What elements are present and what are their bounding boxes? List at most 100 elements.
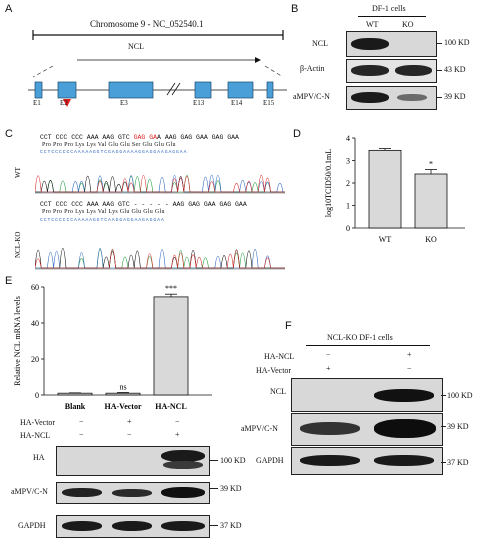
- significance-label: *: [429, 160, 433, 169]
- significance-label: ***: [165, 284, 177, 293]
- exon-label: E14: [231, 99, 243, 107]
- blot-row-label: GAPDH: [18, 521, 46, 530]
- exon-label: E3: [120, 99, 128, 107]
- y-tick-label: 0: [346, 224, 350, 233]
- blot-strip-ncl: [291, 378, 443, 412]
- blot-row-label: NCL: [312, 39, 328, 48]
- chromosome-label: Chromosome 9 - NC_052540.1: [88, 19, 206, 29]
- y-tick-label: 60: [31, 283, 39, 292]
- wt-sequence: CCT CCC CCC AAA AAG GTC GAG GAA AAG GAG …: [40, 134, 239, 141]
- panel-label-c: C: [5, 128, 13, 140]
- exon-e13: [194, 81, 212, 99]
- condition-mark: −: [127, 430, 132, 439]
- y-tick-label: 2: [346, 179, 350, 188]
- bar: [368, 149, 402, 229]
- mw-marker: 39 KD: [444, 92, 466, 101]
- chart-d: 0 1 2 3 4 log10TCID50/0.1mL WT * KO: [324, 134, 465, 244]
- condition-mark: −: [407, 364, 412, 373]
- lane-label-wt: WT: [366, 20, 379, 29]
- exon-e15: [266, 81, 274, 99]
- panel-label-a: A: [5, 3, 13, 15]
- bar: [153, 296, 189, 396]
- condition-mark: +: [175, 430, 180, 439]
- lane-label-ko: KO: [402, 20, 414, 29]
- x-tick-label: WT: [379, 235, 392, 244]
- blot-strip-actin: [346, 59, 437, 83]
- panel-label-e: E: [5, 275, 13, 287]
- mw-marker: 39 KD: [447, 422, 469, 431]
- ko-amino-acids: Pro Pro Pro Lys Lys Val Lys Glu Glu Glu …: [42, 209, 165, 215]
- blot-strip-ha: [56, 446, 210, 476]
- condition-mark: +: [326, 364, 331, 373]
- y-tick-label: 0: [35, 391, 39, 400]
- exon-e1: [34, 81, 43, 99]
- wt-chromatogram: [35, 174, 285, 194]
- mw-marker: 100 KD: [220, 456, 246, 465]
- ko-base-calls: CCTCCCCCCAAAAAGGTCAAGGAGGAAGAGGAA: [40, 218, 165, 223]
- condition-label: HA-Vector: [256, 366, 292, 375]
- mw-marker: 43 KD: [444, 65, 466, 74]
- blot-strip-ampv: [291, 413, 443, 446]
- blot-strip-ncl: [346, 31, 437, 57]
- exon-label: E13: [193, 99, 205, 107]
- blot-title: NCL-KO DF-1 cells: [327, 333, 393, 342]
- exon-label: E2: [60, 99, 68, 107]
- chromatogram-trace: [35, 248, 285, 269]
- mw-marker: 100 KD: [447, 391, 473, 400]
- mw-marker: 37 KD: [220, 521, 242, 530]
- blot-row-label: aMPV/C-N: [11, 487, 48, 496]
- x-tick-label: HA-NCL: [155, 402, 187, 411]
- ko-sequence: CCT CCC CCC AAA AAG GTC - - - - - AAG GA…: [40, 201, 247, 208]
- ko-row-label: NCL-KO: [14, 231, 22, 258]
- blot-strip-gapdh: [56, 515, 210, 538]
- ko-chromatogram: [35, 247, 285, 270]
- y-axis-label: Relative NCL mRNA levels: [13, 296, 22, 386]
- blot-row-label: aMPV/C-N: [293, 92, 330, 101]
- bar: [414, 173, 448, 229]
- blot-row-label: HA: [33, 453, 45, 462]
- condition-mark: −: [79, 417, 84, 426]
- exon-label: E15: [263, 99, 275, 107]
- panel-label-b: B: [291, 3, 299, 15]
- x-tick-label: KO: [425, 235, 437, 244]
- condition-mark: −: [175, 417, 180, 426]
- condition-label: HA-Vector: [20, 418, 56, 427]
- x-tick-label: HA-Vector: [104, 402, 141, 411]
- title-underline: [358, 16, 426, 17]
- blot-title: DF-1 cells: [372, 4, 406, 13]
- wt-base-calls: CCTCCCCCCAAAAAGGTCGAGGAAAAGGAGGAAGAGGAA: [40, 150, 188, 155]
- y-axis-label: log10TCID50/0.1mL: [324, 149, 333, 217]
- gene-structure-diagram: [28, 30, 287, 107]
- wt-amino-acids: Pro Pro Pro Lys Lys Val Glu Glu Ser Glu …: [42, 142, 176, 148]
- panel-label-f: F: [285, 320, 292, 332]
- panel-label-d: D: [293, 128, 301, 140]
- condition-mark: +: [407, 350, 412, 359]
- mw-marker: 39 KD: [220, 484, 242, 493]
- bar: [57, 392, 93, 396]
- crispr-target-icon: [63, 99, 71, 107]
- blot-strip-ampv: [346, 86, 437, 110]
- y-tick-label: 20: [31, 355, 39, 364]
- x-tick-label: Blank: [65, 402, 86, 411]
- chromatogram-trace: [35, 174, 285, 193]
- chart-e: 0 20 40 60 Relative NCL mRNA levels Blank ns HA…: [13, 283, 212, 411]
- blot-row-label: aMPV/C-N: [241, 424, 278, 433]
- exon-label: E1: [33, 99, 41, 107]
- y-tick-label: 3: [346, 157, 350, 166]
- blot-strip-gapdh: [291, 447, 443, 475]
- wt-row-label: WT: [14, 167, 22, 178]
- blot-row-label: GAPDH: [256, 456, 284, 465]
- mw-marker: 37 KD: [447, 458, 469, 467]
- exon-e14: [227, 81, 254, 99]
- gene-label: NCL: [128, 42, 144, 51]
- condition-label: HA-NCL: [20, 431, 51, 440]
- exon-e2: [57, 81, 77, 99]
- y-tick-label: 40: [31, 319, 39, 328]
- condition-mark: +: [127, 417, 132, 426]
- mw-marker: 100 KD: [444, 38, 470, 47]
- blot-row-label: NCL: [270, 387, 286, 396]
- condition-label: HA-NCL: [264, 352, 295, 361]
- bar: [105, 392, 141, 396]
- y-tick-label: 1: [346, 202, 350, 211]
- condition-mark: −: [326, 350, 331, 359]
